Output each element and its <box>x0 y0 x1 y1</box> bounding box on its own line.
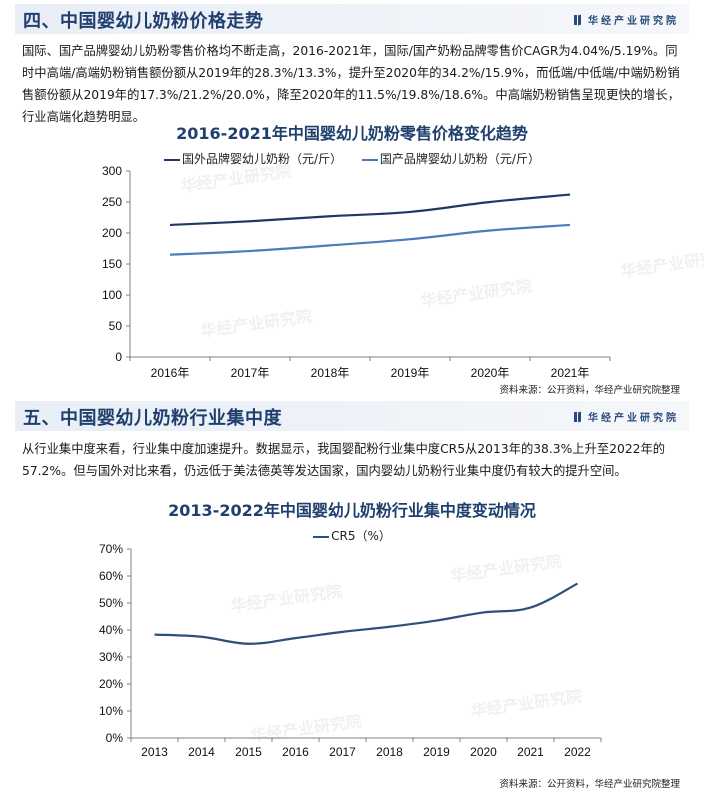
y-tick-label: 300 <box>102 164 122 178</box>
series-line <box>169 193 571 227</box>
x-tick-label: 2016 <box>282 745 309 759</box>
legend-item-domestic: 国产品牌婴幼儿奶粉（元/斤） <box>361 150 540 167</box>
y-tick-label: 60% <box>99 569 123 583</box>
y-tick-label: 100 <box>102 288 122 302</box>
x-tick-label: 2017 <box>329 745 356 759</box>
x-tick-label: 2019年 <box>391 366 430 380</box>
section-header-price-trend: 四、中国婴幼儿奶粉价格走势 华经产业研究院 <box>15 4 689 34</box>
y-tick-label: 10% <box>99 704 123 718</box>
series-line <box>169 223 571 256</box>
x-tick-label: 2018 <box>376 745 403 759</box>
section-paragraph: 国际、国产品牌婴幼儿奶粉零售价格均不断走高，2016-2021年，国际/国产奶粉… <box>22 44 680 124</box>
legend-swatch-icon <box>361 158 378 161</box>
y-tick-label: 250 <box>102 195 122 209</box>
y-tick-label: 200 <box>102 226 122 240</box>
x-tick-label: 2021 <box>517 745 544 759</box>
x-tick-label: 2014 <box>188 745 215 759</box>
source-note: 资料来源：公开资料，华经产业研究院整理 <box>499 385 680 396</box>
y-tick-label: 20% <box>99 677 123 691</box>
x-tick-label: 2018年 <box>311 366 350 380</box>
y-tick-label: 70% <box>99 542 123 556</box>
y-tick-label: 0% <box>106 731 124 745</box>
source-note: 资料来源：公开资料，华经产业研究院整理 <box>499 779 680 790</box>
y-tick-label: 0 <box>115 350 122 364</box>
legend-swatch-icon <box>164 158 181 161</box>
y-tick-label: 50% <box>99 596 123 610</box>
chart-title: 2016-2021年中国婴幼儿奶粉零售价格变化趋势 <box>176 124 528 143</box>
x-tick-label: 2016年 <box>151 366 190 380</box>
x-tick-label: 2013 <box>141 745 168 759</box>
chart-legend: 国外品牌婴幼儿奶粉（元/斤） 国产品牌婴幼儿奶粉（元/斤） <box>0 150 704 167</box>
brand-logo-icon <box>574 411 582 422</box>
brand-label: 华经产业研究院 <box>574 409 679 424</box>
section-paragraph: 从行业集中度来看，行业集中度加速提升。数据显示，我国婴配粉行业集中度CR5从20… <box>22 442 666 478</box>
series-line <box>154 582 579 645</box>
x-tick-label: 2020 <box>470 745 497 759</box>
brand-name: 华经产业研究院 <box>588 413 679 424</box>
brand-label: 华经产业研究院 <box>574 12 679 27</box>
legend-swatch-icon <box>313 535 330 538</box>
x-tick-label: 2015 <box>235 745 262 759</box>
y-tick-label: 30% <box>99 650 123 664</box>
y-tick-label: 40% <box>99 623 123 637</box>
chart-title: 2013-2022年中国婴幼儿奶粉行业集中度变动情况 <box>168 501 536 520</box>
brand-logo-icon <box>574 14 582 25</box>
brand-name: 华经产业研究院 <box>588 16 679 27</box>
x-tick-label: 2020年 <box>471 366 510 380</box>
legend-item-foreign: 国外品牌婴幼儿奶粉（元/斤） <box>164 150 342 167</box>
price-trend-chart: 0 50 100 150 200 250 300 2016年 2017年 2018年 2019年 20… <box>102 164 611 380</box>
section-header-concentration: 五、中国婴幼儿奶粉行业集中度 华经产业研究院 <box>15 401 689 431</box>
legend-item-cr5: CR5（%） <box>313 527 391 544</box>
x-tick-label: 2021年 <box>551 366 590 380</box>
chart-legend: CR5（%） <box>0 527 704 544</box>
x-tick-label: 2019 <box>423 745 450 759</box>
section-title: 五、中国婴幼儿奶粉行业集中度 <box>23 408 282 429</box>
section-title: 四、中国婴幼儿奶粉价格走势 <box>23 11 264 32</box>
x-tick-label: 2022 <box>564 745 591 759</box>
y-tick-label: 50 <box>109 319 123 333</box>
y-tick-label: 150 <box>102 257 122 271</box>
x-tick-label: 2017年 <box>231 366 270 380</box>
